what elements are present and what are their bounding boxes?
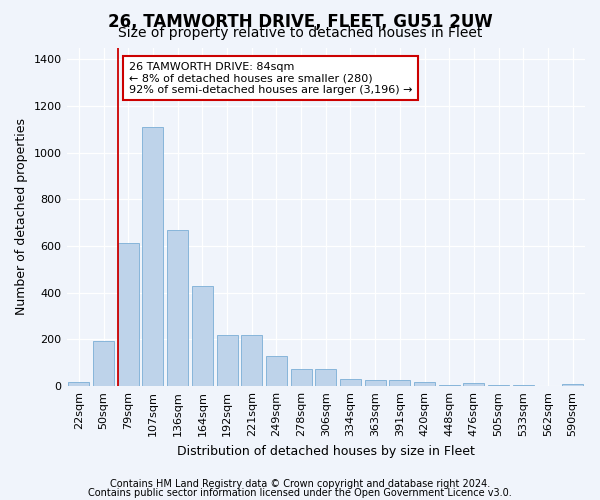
Bar — [192, 286, 213, 386]
Bar — [241, 335, 262, 386]
Text: Size of property relative to detached houses in Fleet: Size of property relative to detached ho… — [118, 26, 482, 40]
Text: 26, TAMWORTH DRIVE, FLEET, GU51 2UW: 26, TAMWORTH DRIVE, FLEET, GU51 2UW — [107, 12, 493, 30]
Bar — [217, 335, 238, 386]
Text: Contains HM Land Registry data © Crown copyright and database right 2024.: Contains HM Land Registry data © Crown c… — [110, 479, 490, 489]
Text: Contains public sector information licensed under the Open Government Licence v3: Contains public sector information licen… — [88, 488, 512, 498]
Bar — [290, 368, 311, 386]
Bar — [463, 384, 484, 386]
Bar — [167, 230, 188, 386]
Bar — [142, 127, 163, 386]
Bar — [315, 368, 336, 386]
Text: 26 TAMWORTH DRIVE: 84sqm
← 8% of detached houses are smaller (280)
92% of semi-d: 26 TAMWORTH DRIVE: 84sqm ← 8% of detache… — [129, 62, 412, 94]
Bar — [488, 385, 509, 386]
X-axis label: Distribution of detached houses by size in Fleet: Distribution of detached houses by size … — [177, 444, 475, 458]
Bar — [266, 356, 287, 386]
Bar — [68, 382, 89, 386]
Bar — [439, 385, 460, 386]
Bar — [389, 380, 410, 386]
Bar — [414, 382, 435, 386]
Y-axis label: Number of detached properties: Number of detached properties — [15, 118, 28, 316]
Bar — [562, 384, 583, 386]
Bar — [340, 379, 361, 386]
Bar — [118, 242, 139, 386]
Bar — [365, 380, 386, 386]
Bar — [93, 340, 114, 386]
